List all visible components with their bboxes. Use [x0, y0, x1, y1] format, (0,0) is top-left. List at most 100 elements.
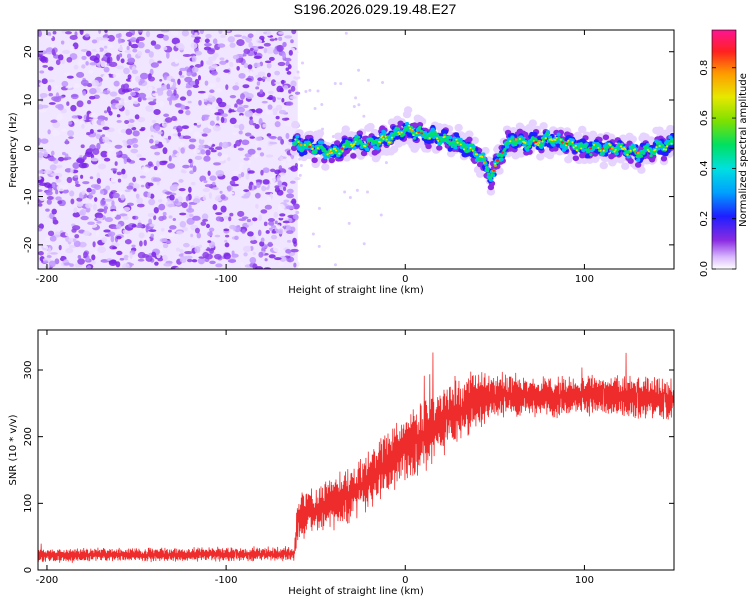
spectrogram-y-tick-label: -10	[23, 188, 34, 204]
track-blob	[397, 120, 404, 127]
track-blob	[455, 138, 458, 141]
noise-blob	[114, 96, 121, 101]
snr-y-tick-label: 200	[23, 427, 34, 446]
noise-blob	[66, 101, 70, 106]
noise-blob	[243, 48, 251, 55]
noise-blob	[70, 104, 77, 112]
noise-blob	[108, 147, 114, 152]
noise-blob	[178, 187, 186, 192]
noise-blob	[255, 203, 259, 209]
noise-blob	[215, 263, 223, 268]
noise-blob	[290, 80, 297, 88]
noise-blob	[162, 34, 169, 41]
track-blob	[437, 139, 440, 142]
noise-blob	[128, 41, 132, 47]
track-blob	[464, 152, 470, 157]
noise-blob	[276, 224, 281, 230]
noise-blob	[76, 201, 84, 207]
noise-blob	[46, 195, 54, 201]
noise-blob	[268, 136, 277, 139]
track-blob	[619, 145, 623, 148]
noise-blob	[255, 108, 263, 114]
noise-blob	[247, 33, 254, 38]
noise-blob	[172, 149, 178, 155]
track-blob	[333, 147, 337, 150]
noise-blob	[205, 149, 211, 156]
noise-blob	[268, 254, 276, 259]
track-peak	[410, 129, 414, 132]
faint-blob	[357, 103, 361, 107]
noise-blob	[142, 97, 147, 101]
noise-blob	[96, 142, 101, 150]
noise-blob	[67, 130, 75, 137]
noise-blob	[86, 114, 90, 122]
noise-blob	[49, 164, 57, 171]
noise-blob	[97, 129, 103, 133]
noise-blob	[166, 51, 170, 59]
track-blob	[631, 146, 635, 150]
noise-blob	[279, 213, 286, 217]
noise-blob	[242, 104, 249, 109]
noise-blob	[147, 191, 151, 199]
noise-blob	[215, 216, 223, 222]
noise-blob	[145, 30, 151, 38]
noise-blob	[207, 141, 213, 147]
noise-blob	[209, 227, 215, 232]
noise-blob	[38, 152, 44, 159]
noise-blob	[134, 87, 140, 92]
noise-blob	[209, 260, 216, 265]
noise-blob	[55, 189, 59, 195]
noise-blob	[38, 251, 44, 256]
noise-blob	[86, 50, 92, 57]
faint-blob	[379, 213, 383, 217]
track-blob	[554, 139, 557, 142]
noise-blob	[214, 196, 222, 202]
noise-blob	[189, 170, 194, 175]
noise-blob	[137, 92, 147, 99]
noise-blob	[224, 242, 230, 248]
noise-blob	[44, 35, 53, 39]
track-blob	[614, 151, 619, 156]
noise-blob	[157, 257, 164, 262]
noise-blob	[212, 52, 219, 58]
track-blob	[430, 127, 435, 132]
track-peak	[494, 164, 497, 167]
noise-blob	[207, 240, 212, 243]
snr-panel: -200 -100 0 100 0 100 200 300 Height of straig…	[8, 329, 675, 597]
snr-x-tick-label: 0	[402, 575, 408, 586]
noise-blob	[48, 102, 56, 105]
noise-blob	[48, 79, 55, 83]
noise-blob	[178, 70, 183, 76]
track-blob	[428, 137, 431, 140]
noise-blob	[126, 145, 132, 149]
noise-blob	[105, 52, 112, 57]
noise-blob	[47, 129, 51, 135]
track-blob	[386, 135, 390, 139]
track-peak	[482, 161, 486, 165]
track-blob	[316, 147, 319, 150]
track-blob	[537, 144, 540, 147]
noise-blob	[198, 144, 205, 149]
noise-blob	[249, 70, 253, 77]
noise-blob	[38, 148, 47, 152]
track-blob	[532, 131, 538, 137]
noise-blob	[167, 135, 172, 140]
track-blob	[341, 125, 350, 133]
track-blob	[528, 119, 538, 127]
noise-blob	[145, 105, 154, 112]
noise-blob	[238, 123, 245, 131]
noise-blob	[79, 30, 84, 36]
track-peak	[589, 147, 593, 150]
track-blob	[294, 138, 297, 141]
noise-blob	[53, 96, 62, 103]
track-blob	[580, 147, 583, 150]
noise-blob	[65, 231, 69, 237]
noise-blob	[257, 229, 262, 237]
track-blob	[470, 136, 479, 145]
noise-blob	[274, 121, 281, 128]
track-blob	[381, 135, 384, 138]
noise-blob	[55, 175, 59, 180]
noise-blob	[236, 65, 240, 71]
noise-blob	[254, 266, 264, 269]
noise-blob	[205, 223, 210, 229]
